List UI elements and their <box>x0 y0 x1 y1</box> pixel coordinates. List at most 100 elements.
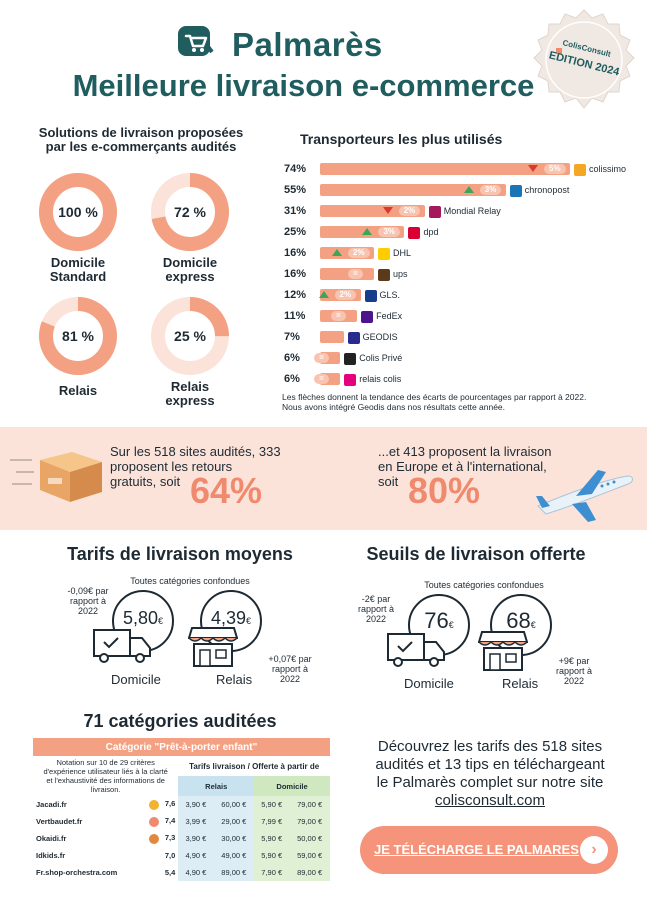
note-line1: +9€ par <box>558 656 590 666</box>
carrier-logo-icon <box>378 268 391 281</box>
donut-pct: 81 % <box>62 328 94 344</box>
carrier-name: Colis Privé <box>344 351 402 365</box>
score-cell: 5,4 <box>139 864 178 881</box>
box-icon <box>10 452 102 502</box>
carrier-name: relais colis <box>344 372 401 386</box>
carrier-pct: 74% <box>284 163 307 175</box>
international-text-line3: soit <box>378 474 399 489</box>
trend-up-icon <box>332 249 343 256</box>
carrier-logo-icon <box>428 205 441 218</box>
site-cell: Vertbaudet.fr <box>36 817 83 826</box>
carrier-name: chronopost <box>509 183 570 197</box>
carrier-pct: 7% <box>284 331 300 343</box>
carrier-delta: 5% <box>544 164 566 174</box>
carrier-name: GEODIS <box>347 330 398 344</box>
table-note-line4: livraison. <box>90 785 121 794</box>
tarifs-domicile-label: Domicile <box>111 672 161 687</box>
table-body: Jacadi.fr 7,6 3,90 €60,00 €5,90 €79,00 € Ve… <box>33 796 330 881</box>
carrier-name-text: FedEx <box>376 311 403 321</box>
price-currency: € <box>530 620 536 630</box>
cart-logo-icon <box>178 26 214 56</box>
page-title: Palmarès <box>232 26 383 63</box>
carrier-name-text: DHL <box>393 248 412 258</box>
carrier-pct: 16% <box>284 268 307 280</box>
domicile-tarif-cell: 7,99 € <box>254 813 290 830</box>
carrier-name: dpd <box>408 225 438 239</box>
carrier-name-text: ups <box>393 269 408 279</box>
donut-relais-express: 25 % <box>150 296 230 376</box>
carrier-logo-icon <box>408 226 421 239</box>
download-button-label: JE TÉLÉCHARGE LE PALMARES <box>374 842 579 857</box>
note-line1: -0,09€ par <box>67 586 109 596</box>
returns-text-line3: gratuits, soit <box>110 474 181 489</box>
relais-offert-cell: 60,00 € <box>213 796 255 813</box>
score-value: 7,4 <box>164 816 176 826</box>
trend-up-icon <box>463 186 474 193</box>
carrier-name: ups <box>378 267 408 281</box>
carrier-bar <box>320 331 344 343</box>
price-currency: € <box>246 616 252 626</box>
seuils-domicile-price: 76€ <box>408 608 470 634</box>
site-cell: Okaidi.fr <box>36 834 67 843</box>
carrier-row: 16% = ups <box>284 267 644 281</box>
trend-up-icon <box>318 291 329 298</box>
carrier-name-text: colissimo <box>589 164 627 174</box>
score-cell: 7,6 <box>139 796 178 813</box>
site-link[interactable]: colisconsult.com <box>434 792 546 809</box>
domicile-tarif-cell: 5,90 € <box>254 796 290 813</box>
tarifs-relais-label: Relais <box>216 672 253 687</box>
carrier-pct: 55% <box>284 184 307 196</box>
donut-label-line1: Relais <box>170 379 210 394</box>
note-line2: rapport à <box>357 604 395 614</box>
table-note-line1: Notation sur 10 de 29 critères <box>56 758 155 767</box>
tarifs-relais-note: +0,07€ par rapport à 2022 <box>260 654 320 684</box>
seuils-domicile-label: Domicile <box>404 676 454 691</box>
download-button[interactable]: JE TÉLÉCHARGE LE PALMARES › <box>360 826 618 874</box>
donut-fill <box>151 297 229 375</box>
carrier-row: 16% 2% DHL <box>284 246 644 260</box>
returns-text-line3-wrap: gratuits, soit <box>110 474 290 489</box>
note-line2: rapport à <box>69 596 107 606</box>
carrier-name: Mondial Relay <box>428 204 501 218</box>
price-currency: € <box>158 616 164 626</box>
carrier-bar <box>320 184 506 196</box>
carrier-logo-icon <box>509 184 522 197</box>
price-value: 68 <box>506 608 531 633</box>
carrier-name-text: GEODIS <box>362 332 398 342</box>
carrier-pct: 16% <box>284 247 307 259</box>
carrier-delta: 2% <box>398 206 421 216</box>
carrier-delta: = <box>348 269 363 279</box>
donut-label: Relais <box>23 384 133 398</box>
score-value: 5,4 <box>164 868 176 877</box>
carriers-note-line2: Nous avons intégré Geodis dans nos résul… <box>282 402 506 412</box>
donut-label: Domicile Standard <box>23 256 133 284</box>
donut-label-line2: Standard <box>49 269 107 284</box>
note-line3: 2022 <box>563 676 585 686</box>
carrier-logo-icon <box>574 163 586 176</box>
donut-domicile-express: 72 % <box>150 172 230 252</box>
page-subtitle: Meilleure livraison e-commerce <box>72 68 535 103</box>
domicile-offert-cell: 79,00 € <box>289 796 330 813</box>
edition-seal <box>533 9 635 109</box>
cta-line2: audités et 13 tips en téléchargeant <box>375 756 605 773</box>
carrier-bar <box>320 268 375 280</box>
price-value: 5,80 <box>122 608 159 628</box>
carrier-bar <box>320 163 570 175</box>
score-value: 7,6 <box>164 799 176 809</box>
domicile-header: Domicile <box>254 776 330 796</box>
seuils-relais-note: +9€ par rapport à 2022 <box>544 656 604 686</box>
donut-label-line1: Relais <box>58 383 98 398</box>
carrier-pct: 6% <box>284 373 300 385</box>
carrier-name-text: chronopost <box>524 185 570 195</box>
table-title: Catégorie "Prêt-à-porter enfant" <box>33 738 330 756</box>
table-row: Idkids.fr 7,0 4,90 €49,00 €5,90 €59,00 € <box>33 847 330 864</box>
carrier-delta: 2% <box>334 290 357 300</box>
note-line1: +0,07€ par <box>268 654 312 664</box>
carrier-logo-icon <box>344 373 357 386</box>
donut-label-line1: Domicile <box>162 255 218 270</box>
carrier-pct: 12% <box>284 289 307 301</box>
trend-down-icon <box>528 165 538 172</box>
carrier-name-text: relais colis <box>359 374 402 384</box>
donut-ring <box>151 297 229 375</box>
international-pct: 80% <box>408 470 481 511</box>
